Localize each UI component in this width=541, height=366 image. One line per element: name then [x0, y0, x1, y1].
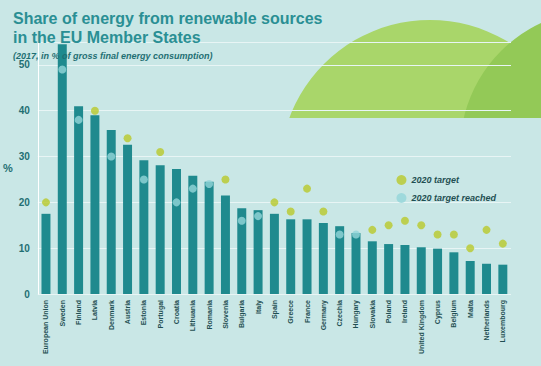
svg-text:Hungary: Hungary [352, 300, 360, 329]
svg-text:Bulgaria: Bulgaria [238, 300, 246, 328]
svg-text:10: 10 [19, 243, 31, 254]
svg-text:Greece: Greece [287, 300, 294, 324]
svg-text:Spain: Spain [271, 300, 279, 319]
svg-text:Estonia: Estonia [140, 300, 147, 325]
svg-text:2020 target reached: 2020 target reached [410, 193, 496, 203]
svg-text:Lithuania: Lithuania [189, 300, 196, 331]
svg-text:European Union: European Union [42, 300, 50, 354]
svg-text:Croatia: Croatia [173, 300, 180, 324]
svg-text:2020 target: 2020 target [410, 175, 460, 185]
svg-text:Italy: Italy [255, 300, 263, 314]
svg-text:Latvia: Latvia [91, 300, 98, 320]
svg-text:%: % [3, 162, 13, 174]
svg-text:Portugal: Portugal [157, 300, 165, 328]
svg-text:30: 30 [19, 151, 31, 162]
svg-text:Belgium: Belgium [450, 300, 458, 328]
svg-text:(2017, in % of gross final ene: (2017, in % of gross final energy consum… [13, 51, 213, 61]
svg-text:20: 20 [19, 197, 31, 208]
svg-text:Netherlands: Netherlands [483, 300, 490, 341]
svg-text:0: 0 [24, 289, 30, 300]
svg-text:Malta: Malta [467, 300, 474, 318]
svg-text:Denmark: Denmark [108, 300, 115, 330]
svg-text:40: 40 [19, 105, 31, 116]
svg-text:Slovakia: Slovakia [369, 300, 376, 329]
svg-text:France: France [304, 300, 311, 323]
svg-text:Ireland: Ireland [401, 300, 408, 323]
svg-text:Czechia: Czechia [336, 300, 343, 327]
svg-text:Cyprus: Cyprus [434, 300, 442, 324]
svg-text:50: 50 [19, 59, 31, 70]
svg-text:Luxembourg: Luxembourg [499, 300, 507, 342]
svg-text:Germany: Germany [320, 300, 328, 330]
svg-text:Romania: Romania [206, 300, 213, 330]
svg-text:Finland: Finland [75, 300, 82, 325]
svg-text:United Kingdom: United Kingdom [418, 300, 426, 354]
svg-text:Share of energy from renewable: Share of energy from renewable sources [13, 10, 323, 27]
svg-text:Poland: Poland [385, 300, 392, 323]
svg-text:Austria: Austria [124, 300, 131, 324]
svg-text:in the EU Member States: in the EU Member States [13, 29, 201, 46]
svg-text:Slovenia: Slovenia [222, 300, 229, 329]
svg-text:Sweden: Sweden [59, 300, 66, 326]
